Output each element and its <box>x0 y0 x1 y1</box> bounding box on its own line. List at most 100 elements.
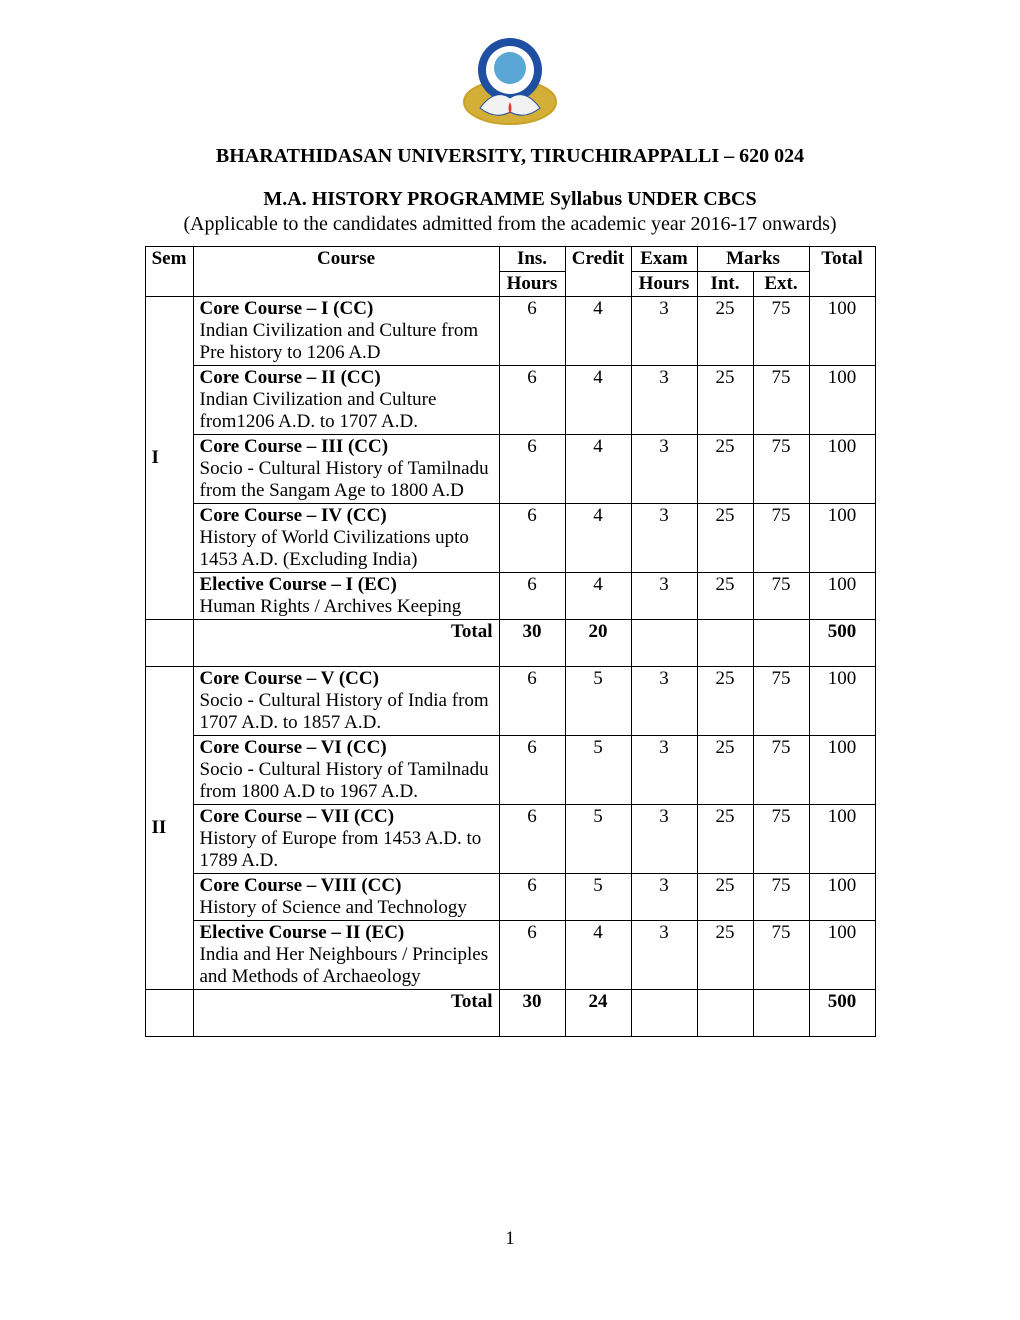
cell-total: 100 <box>809 504 875 573</box>
course-cell: Core Course – IV (CC)History of World Ci… <box>193 504 499 573</box>
cell-credit: 4 <box>565 366 631 435</box>
table-row: Elective Course – II (EC)India and Her N… <box>145 921 875 990</box>
cell-exam: 3 <box>631 366 697 435</box>
course-cell: Core Course – V (CC)Socio - Cultural His… <box>193 667 499 736</box>
course-title: Core Course – VII (CC) <box>200 806 493 828</box>
course-desc: History of World Civilizations upto 1453… <box>200 527 493 571</box>
cell-exam: 3 <box>631 573 697 620</box>
total-ext <box>753 990 809 1037</box>
cell-int: 25 <box>697 435 753 504</box>
course-title: Core Course – III (CC) <box>200 436 493 458</box>
logo-container <box>85 30 935 135</box>
course-cell: Core Course – III (CC)Socio - Cultural H… <box>193 435 499 504</box>
cell-int: 25 <box>697 736 753 805</box>
course-desc: India and Her Neighbours / Principles an… <box>200 944 493 988</box>
cell-exam: 3 <box>631 667 697 736</box>
cell-credit: 4 <box>565 573 631 620</box>
total-credit: 20 <box>565 620 631 667</box>
total-ins: 30 <box>499 620 565 667</box>
course-cell: Elective Course – II (EC)India and Her N… <box>193 921 499 990</box>
table-row: Core Course – VI (CC)Socio - Cultural Hi… <box>145 736 875 805</box>
cell-ext: 75 <box>753 874 809 921</box>
cell-total: 100 <box>809 921 875 990</box>
cell-total: 100 <box>809 366 875 435</box>
cell-exam: 3 <box>631 297 697 366</box>
cell-int: 25 <box>697 921 753 990</box>
course-title: Core Course – I (CC) <box>200 298 493 320</box>
cell-ext: 75 <box>753 297 809 366</box>
course-cell: Core Course – VIII (CC)History of Scienc… <box>193 874 499 921</box>
total-int <box>697 620 753 667</box>
course-desc: History of Science and Technology <box>200 897 493 919</box>
cell-credit: 5 <box>565 667 631 736</box>
table-row: Core Course – VII (CC)History of Europe … <box>145 805 875 874</box>
table-row: Core Course – IV (CC)History of World Ci… <box>145 504 875 573</box>
col-marks: Marks <box>697 247 809 272</box>
table-row: ICore Course – I (CC)Indian Civilization… <box>145 297 875 366</box>
cell-total: 100 <box>809 297 875 366</box>
table-row: IICore Course – V (CC)Socio - Cultural H… <box>145 667 875 736</box>
course-cell: Core Course – VII (CC)History of Europe … <box>193 805 499 874</box>
col-exam-hours: Hours <box>631 272 697 297</box>
cell-credit: 4 <box>565 297 631 366</box>
course-title: Core Course – IV (CC) <box>200 505 493 527</box>
cell-exam: 3 <box>631 736 697 805</box>
total-row: Total3024 500 <box>145 990 875 1037</box>
col-ins: Ins. <box>499 247 565 272</box>
cell-ext: 75 <box>753 573 809 620</box>
total-exam <box>631 620 697 667</box>
col-exam: Exam <box>631 247 697 272</box>
col-total: Total <box>809 247 875 297</box>
cell-total: 100 <box>809 805 875 874</box>
cell-credit: 4 <box>565 504 631 573</box>
cell-total: 100 <box>809 435 875 504</box>
total-ins: 30 <box>499 990 565 1037</box>
cell-int: 25 <box>697 667 753 736</box>
table-row: Core Course – III (CC)Socio - Cultural H… <box>145 435 875 504</box>
col-course: Course <box>193 247 499 297</box>
cell-ext: 75 <box>753 736 809 805</box>
total-int <box>697 990 753 1037</box>
cell-ins: 6 <box>499 736 565 805</box>
total-label: Total <box>193 990 499 1037</box>
cell-ins: 6 <box>499 297 565 366</box>
col-credit: Credit <box>565 247 631 297</box>
syllabus-table: Sem Course Ins. Credit Exam Marks Total … <box>145 246 876 1037</box>
course-title: Elective Course – II (EC) <box>200 922 493 944</box>
course-desc: Socio - Cultural History of Tamilnadu fr… <box>200 458 493 502</box>
cell-credit: 5 <box>565 805 631 874</box>
total-total: 500 <box>809 990 875 1037</box>
sem-blank <box>145 990 193 1037</box>
cell-ext: 75 <box>753 504 809 573</box>
cell-credit: 4 <box>565 921 631 990</box>
cell-total: 100 <box>809 667 875 736</box>
cell-credit: 5 <box>565 736 631 805</box>
course-desc: Indian Civilization and Culture from1206… <box>200 389 493 433</box>
col-int: Int. <box>697 272 753 297</box>
cell-int: 25 <box>697 874 753 921</box>
total-label: Total <box>193 620 499 667</box>
total-credit: 24 <box>565 990 631 1037</box>
course-title: Core Course – V (CC) <box>200 668 493 690</box>
total-ext <box>753 620 809 667</box>
cell-ext: 75 <box>753 667 809 736</box>
course-desc: Indian Civilization and Culture from Pre… <box>200 320 493 364</box>
sem-blank <box>145 620 193 667</box>
cell-ins: 6 <box>499 435 565 504</box>
cell-total: 100 <box>809 736 875 805</box>
sem-label: II <box>145 667 193 990</box>
cell-ins: 6 <box>499 874 565 921</box>
course-desc: Human Rights / Archives Keeping <box>200 596 493 618</box>
cell-int: 25 <box>697 805 753 874</box>
cell-ins: 6 <box>499 805 565 874</box>
course-cell: Core Course – VI (CC)Socio - Cultural Hi… <box>193 736 499 805</box>
cell-total: 100 <box>809 573 875 620</box>
cell-exam: 3 <box>631 921 697 990</box>
col-ext: Ext. <box>753 272 809 297</box>
cell-ext: 75 <box>753 921 809 990</box>
cell-exam: 3 <box>631 504 697 573</box>
cell-ins: 6 <box>499 504 565 573</box>
cell-ins: 6 <box>499 921 565 990</box>
page-number: 1 <box>0 1228 1020 1250</box>
cell-exam: 3 <box>631 805 697 874</box>
